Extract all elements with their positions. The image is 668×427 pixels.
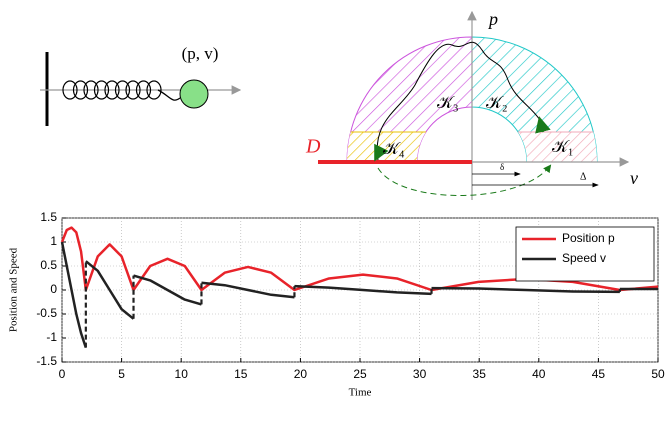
set-label: 𝒦₁ <box>552 137 574 156</box>
axis-label: p <box>487 9 498 29</box>
x-axis-label: Time <box>349 387 372 399</box>
legend-label: Speed v <box>562 251 606 265</box>
y-tick-label: 0.5 <box>40 258 57 272</box>
set-k1 <box>472 132 602 162</box>
y-tick-label: -1.5 <box>36 354 57 368</box>
delta-label: Δ <box>580 171 587 182</box>
y-tick-label: -1 <box>46 330 57 344</box>
x-tick-label: 15 <box>234 367 248 381</box>
x-tick-label: 20 <box>294 367 308 381</box>
axis-label: v <box>630 168 638 188</box>
set-k4 <box>340 132 472 162</box>
x-tick-label: 10 <box>175 367 189 381</box>
state-label: (p, v) <box>182 44 219 63</box>
y-tick-label: -0.5 <box>36 306 57 320</box>
spring-tail <box>158 90 180 100</box>
y-tick-label: 1 <box>50 234 57 248</box>
x-tick-label: 35 <box>473 367 487 381</box>
x-tick-label: 5 <box>118 367 125 381</box>
set-label: 𝒦₃ <box>437 93 459 112</box>
delta-label: δ <box>500 162 504 172</box>
jump-arc <box>378 166 550 196</box>
mass <box>180 80 208 108</box>
x-tick-label: 30 <box>413 367 427 381</box>
diagram: (p, v) p v D 𝒦₁ 𝒦₂ 𝒦₃ 𝒦₄ δ Δ <box>40 9 638 200</box>
set-label: D <box>305 136 321 158</box>
set-label: 𝒦₄ <box>383 139 405 158</box>
y-axis-label: Position and Speed <box>8 247 20 332</box>
figure: (p, v) p v D 𝒦₁ 𝒦₂ 𝒦₃ 𝒦₄ δ Δ Position an… <box>0 0 668 427</box>
x-tick-label: 25 <box>353 367 367 381</box>
x-tick-label: 45 <box>592 367 606 381</box>
y-tick-label: 0 <box>50 282 57 296</box>
legend-label: Position p <box>562 231 615 245</box>
y-tick-label: 1.5 <box>40 210 57 224</box>
chart: Position and Speed Time -1.5 -1 -0.5 0 0.5 1 1… <box>8 210 665 398</box>
set-label: 𝒦₂ <box>486 93 508 112</box>
x-tick-label: 50 <box>651 367 665 381</box>
x-tick-label: 40 <box>532 367 546 381</box>
x-tick-label: 0 <box>59 367 66 381</box>
